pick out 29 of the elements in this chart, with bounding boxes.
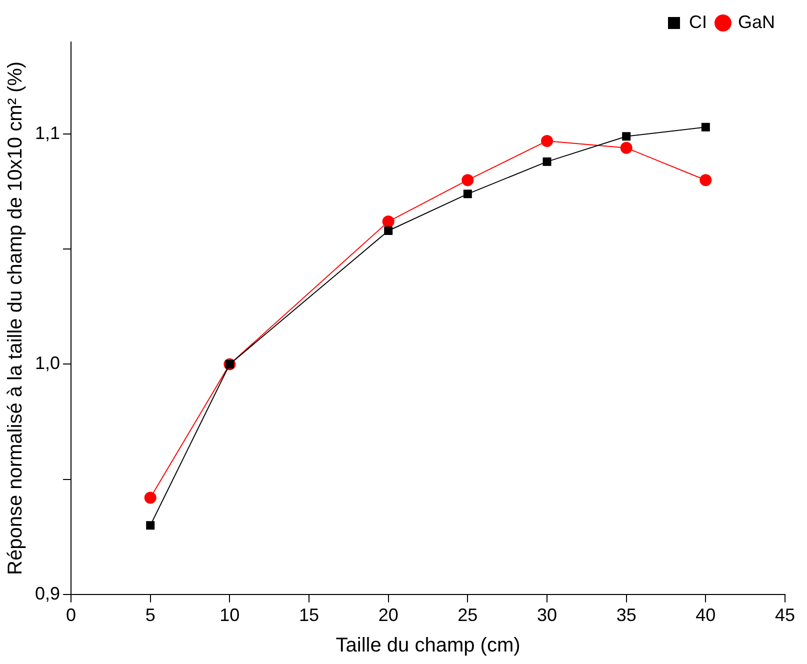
point: [462, 174, 474, 186]
point: [144, 492, 156, 504]
x-tick-label: 5: [145, 605, 156, 626]
point: [382, 216, 394, 228]
point: [622, 132, 631, 141]
x-tick-label: 45: [774, 605, 796, 626]
y-tick-label: 0,9: [34, 583, 60, 604]
point: [541, 134, 554, 147]
x-tick-label: 25: [458, 605, 478, 626]
point: [146, 521, 155, 530]
legend-label: CI: [688, 12, 707, 32]
x-tick-label: 30: [536, 605, 558, 626]
point: [620, 142, 632, 154]
y-tick-label: 1,0: [34, 353, 60, 374]
x-tick-label: 35: [616, 605, 636, 626]
x-tick-label: 20: [378, 605, 398, 626]
x-tick-label: 0: [66, 605, 76, 626]
point: [384, 226, 393, 235]
point: [700, 174, 712, 186]
x-tick-label: 10: [220, 605, 240, 626]
x-tick-label: 40: [696, 605, 716, 626]
y-axis-title: Réponse normalisé à la taille du champ de 10x10 cm² (%): [4, 61, 27, 575]
point: [701, 122, 710, 132]
x-axis-title: Taille du champ (cm): [336, 634, 520, 657]
point: [463, 190, 472, 198]
point: [542, 157, 552, 166]
x-tick-label: 15: [299, 605, 320, 626]
y-tick-label: 1,1: [34, 123, 60, 144]
legend-label: GaN: [738, 12, 776, 32]
